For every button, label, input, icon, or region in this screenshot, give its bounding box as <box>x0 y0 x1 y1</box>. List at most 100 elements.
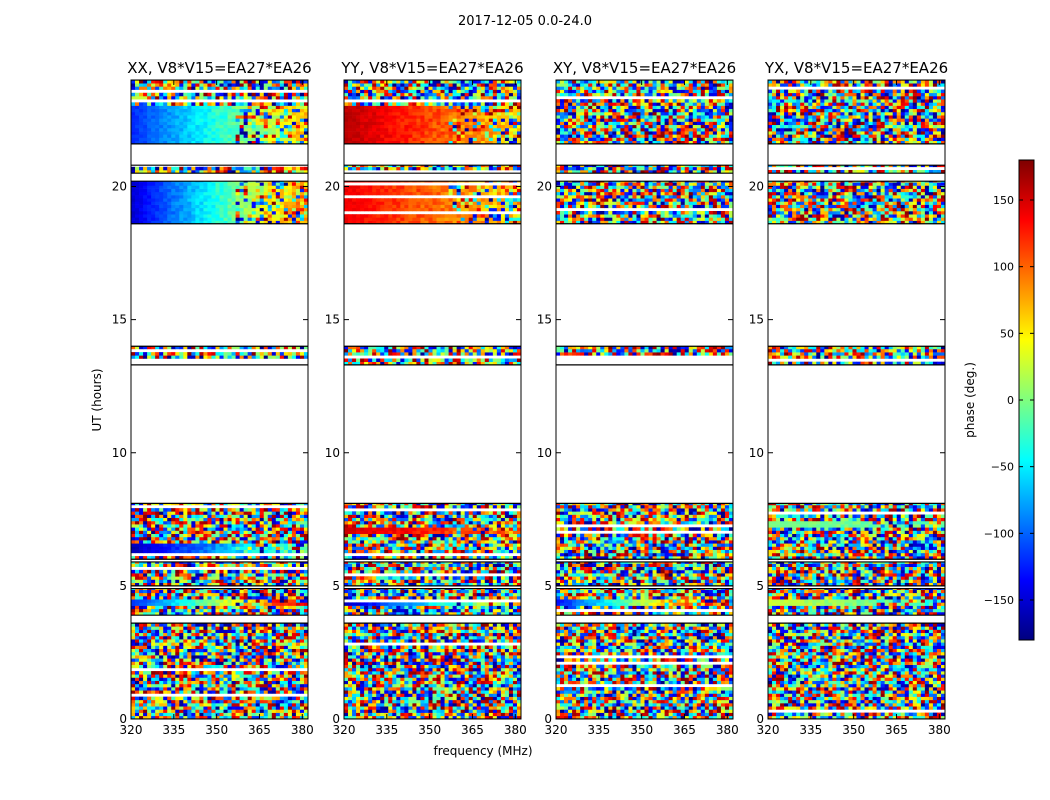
heatmap-cell <box>163 121 168 126</box>
heatmap-cell <box>159 185 164 189</box>
heatmap-cell <box>155 661 160 665</box>
heatmap-cell <box>207 182 212 186</box>
heatmap-cell <box>155 648 160 653</box>
heatmap-cell <box>147 207 152 212</box>
heatmap-cell <box>139 188 144 193</box>
heatmap-cell <box>295 658 301 662</box>
heatmap-cell <box>195 599 200 603</box>
heatmap-cell <box>179 588 184 590</box>
heatmap-cell <box>183 355 188 359</box>
heatmap-cell <box>159 134 164 138</box>
heatmap-cell <box>223 605 228 610</box>
heatmap-cell <box>151 514 156 519</box>
heatmap-cell <box>179 576 184 580</box>
heatmap-cell <box>239 543 245 547</box>
heatmap-cell <box>392 715 397 719</box>
heatmap-cell <box>344 690 349 694</box>
heatmap-cell <box>131 569 136 574</box>
heatmap-cell <box>167 599 172 603</box>
heatmap-cell <box>199 118 204 122</box>
heatmap-cell <box>159 661 164 665</box>
heatmap-cell <box>143 508 148 512</box>
heatmap-cell <box>267 569 273 574</box>
heatmap-cell <box>175 677 180 681</box>
heatmap-cell <box>175 573 180 577</box>
heatmap-cell <box>163 712 168 717</box>
heatmap-cell <box>175 543 180 547</box>
heatmap-cell <box>239 511 245 515</box>
heatmap-cell <box>191 517 196 522</box>
heatmap-cell <box>295 561 301 564</box>
heatmap-cell <box>199 108 204 113</box>
heatmap-cell <box>247 696 253 701</box>
heatmap-cell <box>295 217 301 221</box>
heatmap-cell <box>239 102 245 106</box>
heatmap-cell <box>235 105 241 110</box>
heatmap-cell <box>139 706 144 710</box>
heatmap-cell <box>171 671 176 675</box>
heatmap-cell <box>275 121 281 126</box>
heatmap-cell <box>279 214 285 218</box>
heatmap-cell <box>267 503 273 506</box>
heatmap-cell <box>259 680 265 685</box>
heatmap-cell <box>199 533 204 538</box>
heatmap-cell <box>255 588 261 590</box>
heatmap-cell <box>219 83 224 87</box>
heatmap-cell <box>275 623 281 627</box>
heatmap-cell <box>376 703 381 707</box>
heatmap-cell <box>211 611 216 616</box>
x-tick-label: 380 <box>291 723 314 737</box>
heatmap-cell <box>235 503 241 506</box>
heatmap-cell <box>512 706 518 710</box>
heatmap-cell <box>444 715 449 719</box>
heatmap-cell <box>151 108 156 113</box>
heatmap-cell <box>247 683 253 688</box>
heatmap-cell <box>299 108 305 113</box>
heatmap-cell <box>227 582 232 587</box>
heatmap-cell <box>163 220 168 225</box>
heatmap-cell <box>424 712 429 717</box>
heatmap-cell <box>179 514 184 519</box>
heatmap-cell <box>283 105 289 110</box>
heatmap-cell <box>299 690 305 694</box>
heatmap-cell <box>251 563 257 567</box>
heatmap-cell <box>283 671 289 675</box>
heatmap-cell <box>139 573 144 577</box>
heatmap-cell <box>159 182 164 186</box>
heatmap-cell <box>219 595 224 600</box>
heatmap-cell <box>275 210 281 215</box>
heatmap-cell <box>356 690 361 694</box>
heatmap-cell <box>392 667 397 672</box>
heatmap-cell <box>163 611 168 616</box>
heatmap-cell <box>215 543 220 547</box>
heatmap-cell <box>255 86 261 90</box>
heatmap-cell <box>299 573 305 577</box>
heatmap-cell <box>191 715 196 719</box>
heatmap-cell <box>155 715 160 719</box>
heatmap-cell <box>191 579 196 583</box>
heatmap-cell <box>167 635 172 640</box>
heatmap-cell <box>247 169 253 174</box>
heatmap-cell <box>135 549 140 554</box>
heatmap-cell <box>135 658 140 662</box>
heatmap-cell <box>203 599 208 603</box>
heatmap-cell <box>199 712 204 717</box>
heatmap-cell <box>235 181 241 183</box>
heatmap-cell <box>291 115 297 119</box>
heatmap-cell <box>151 214 156 218</box>
heatmap-cell <box>299 134 305 138</box>
heatmap-cell <box>428 709 433 713</box>
heatmap-cell <box>263 195 269 199</box>
heatmap-cell <box>239 140 245 145</box>
heatmap-cell <box>283 687 289 691</box>
heatmap-cell <box>191 220 196 225</box>
heatmap-cell <box>480 715 486 719</box>
heatmap-cell <box>135 86 140 90</box>
heatmap-cell <box>291 651 297 656</box>
heatmap-cell <box>135 569 140 574</box>
heatmap-cell <box>195 105 200 110</box>
heatmap-cell <box>223 699 228 704</box>
heatmap-cell <box>267 95 273 100</box>
heatmap-cell <box>380 674 385 678</box>
heatmap-cell <box>175 635 180 640</box>
